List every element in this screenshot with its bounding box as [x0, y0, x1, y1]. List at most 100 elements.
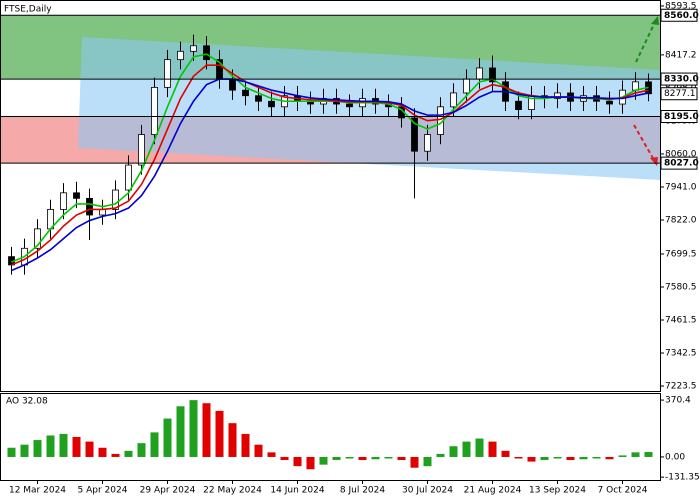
candle-body [60, 192, 67, 210]
candle-body [164, 59, 171, 88]
ao-bar [33, 440, 42, 457]
indicator-frame [0, 393, 661, 481]
ao-bar [111, 453, 120, 457]
ao-bar [280, 456, 289, 461]
candle-body [86, 197, 93, 216]
ao-bar [358, 456, 367, 461]
ao-bar [163, 418, 172, 457]
ao-bar [98, 447, 107, 457]
candle-body [450, 92, 457, 108]
ao-bar [345, 456, 354, 459]
ao-bar [410, 456, 419, 468]
ao-bar [59, 433, 68, 457]
ao-bar [72, 437, 81, 457]
ao-bar [475, 438, 484, 457]
ao-bar [7, 447, 16, 457]
ao-bar [553, 456, 562, 459]
candle-body [99, 209, 106, 216]
y-tick-label: 8593.5 [665, 1, 697, 11]
level-label: 8330.0 [664, 75, 699, 85]
candle-body [73, 192, 80, 199]
level-label-box [660, 110, 698, 124]
ao-bar [540, 456, 549, 461]
ao-bar [371, 456, 380, 460]
ao-bar [202, 403, 211, 457]
ao-bar [319, 456, 328, 465]
ao-bar [189, 400, 198, 457]
ao-bar [436, 453, 445, 457]
y-tick-label: 7342.5 [665, 349, 697, 359]
x-tick-label: 21 Aug 2024 [464, 486, 522, 496]
ao-bar [592, 456, 601, 459]
candle-body [138, 134, 145, 166]
ao-bar [124, 450, 133, 457]
ao-y-tick-label: 0.00 [665, 452, 685, 462]
x-tick-label: 7 Oct 2024 [598, 486, 648, 496]
ao-bar [514, 456, 523, 459]
ao-y-tick-label: -131.35 [665, 473, 700, 483]
candle-body [476, 67, 483, 80]
candle-body [255, 95, 262, 102]
candle-body [515, 100, 522, 110]
x-tick-label: 13 Sep 2024 [529, 486, 586, 496]
indicator-title: AO 32.08 [6, 397, 48, 407]
ao-bar [254, 444, 263, 457]
moving-average [11, 78, 649, 272]
ao-bar [605, 456, 614, 460]
ao-bar [20, 444, 29, 457]
candle-body [554, 92, 561, 99]
candle-body [463, 78, 470, 94]
candle-body [125, 164, 132, 191]
ao-bar [527, 456, 536, 462]
ao-bar [618, 455, 627, 457]
x-tick-label: 12 Mar 2024 [9, 486, 66, 496]
ao-bar [46, 435, 55, 457]
candle-body [177, 50, 184, 61]
last-price-label: 8277.1 [664, 89, 696, 99]
candle-body [34, 228, 41, 249]
level-label-box [660, 8, 698, 22]
x-tick-label: 5 Apr 2024 [78, 486, 128, 496]
ao-bar [241, 433, 250, 457]
ao-bar [644, 452, 653, 457]
y-tick-label: 7580.5 [665, 282, 697, 292]
main-frame [0, 0, 661, 392]
candle-body [606, 100, 613, 105]
ao-bar [397, 456, 406, 461]
ao-bar [137, 443, 146, 457]
ao-bar [228, 423, 237, 457]
candle-body [112, 189, 119, 210]
candle-body [203, 45, 210, 61]
ao-bar [579, 456, 588, 460]
ao-bar [501, 450, 510, 457]
ao-bar [423, 456, 432, 467]
level-label: 8195.0 [664, 112, 699, 122]
up-arrowhead [651, 16, 659, 25]
ao-bar [267, 452, 276, 457]
up-arrow [635, 19, 657, 63]
y-tick-label: 7223.5 [665, 382, 697, 392]
candle-body [268, 100, 275, 108]
y-tick-label: 8060.0 [665, 149, 697, 159]
ao-bar [176, 406, 185, 457]
candle-body [151, 86, 158, 135]
x-tick-label: 30 Jul 2024 [402, 486, 453, 496]
ao-bar [631, 452, 640, 457]
level-label: 8027.0 [664, 159, 699, 169]
candle-body [346, 103, 353, 108]
ao-bar [384, 456, 393, 459]
ao-bar [215, 410, 224, 457]
last-price-box [660, 87, 698, 101]
level-label: 8560.0 [664, 11, 699, 21]
plot [8, 34, 652, 275]
ao-bar [462, 441, 471, 457]
ao-bar [306, 456, 315, 470]
ao-y-tick-label: 370.4 [665, 396, 691, 406]
candle-body [489, 67, 496, 83]
chart-title: FTSE,Daily [4, 5, 52, 15]
ao-bar [150, 432, 159, 457]
x-tick-label: 29 Apr 2024 [140, 486, 196, 496]
candle-body [411, 117, 418, 152]
ao-bar [293, 456, 302, 467]
